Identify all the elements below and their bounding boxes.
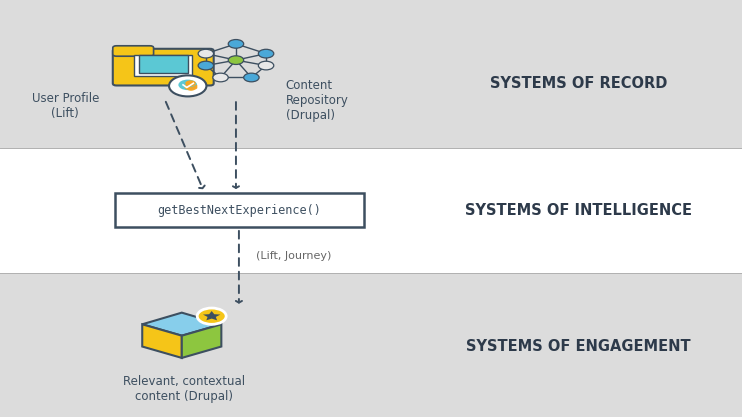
Circle shape [197,308,226,324]
Text: (Lift, Journey): (Lift, Journey) [256,251,332,261]
Circle shape [258,61,274,70]
FancyBboxPatch shape [113,46,154,56]
Circle shape [178,80,197,90]
Polygon shape [203,311,220,320]
FancyBboxPatch shape [113,49,214,85]
Circle shape [229,56,243,65]
Text: getBestNextExperience(): getBestNextExperience() [157,203,321,217]
Circle shape [169,75,206,96]
Text: SYSTEMS OF ENGAGEMENT: SYSTEMS OF ENGAGEMENT [467,339,691,354]
Circle shape [258,49,274,58]
Circle shape [229,40,243,48]
Polygon shape [142,324,182,358]
FancyBboxPatch shape [139,55,188,73]
Text: SYSTEMS OF RECORD: SYSTEMS OF RECORD [490,76,668,91]
Text: SYSTEMS OF INTELLIGENCE: SYSTEMS OF INTELLIGENCE [465,203,692,218]
Circle shape [243,73,259,82]
Circle shape [198,61,214,70]
Text: Content
Repository
(Drupal): Content Repository (Drupal) [286,78,349,122]
Circle shape [186,80,196,86]
Polygon shape [142,313,221,336]
Polygon shape [182,324,221,358]
FancyBboxPatch shape [0,148,742,273]
FancyBboxPatch shape [115,193,364,227]
Circle shape [213,73,229,82]
Text: Relevant, contextual
content (Drupal): Relevant, contextual content (Drupal) [123,374,245,403]
Circle shape [198,49,214,58]
Text: User Profile
(Lift): User Profile (Lift) [32,92,99,121]
FancyBboxPatch shape [134,55,192,76]
